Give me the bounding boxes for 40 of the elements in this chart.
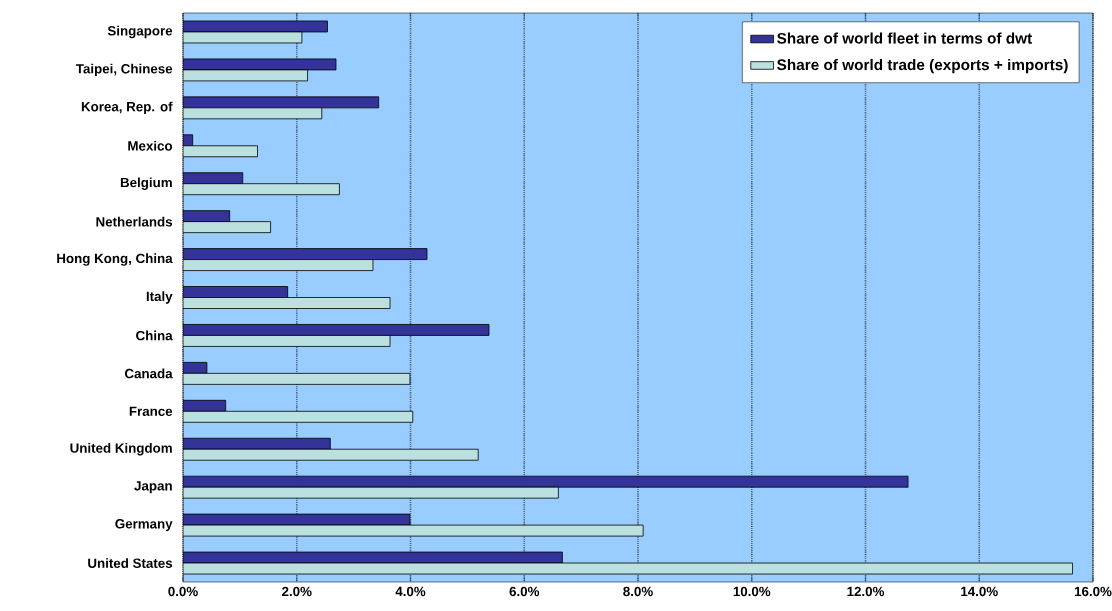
x-tick-label: 2.0% bbox=[282, 586, 312, 597]
y-tick-label: Singapore bbox=[107, 25, 173, 39]
bar bbox=[183, 259, 374, 271]
bar bbox=[183, 448, 479, 461]
bar bbox=[183, 248, 428, 260]
x-tick-label: 6.0% bbox=[509, 586, 540, 597]
x-tick-label: 12.0% bbox=[847, 586, 885, 597]
y-tick-label: Japan bbox=[134, 481, 172, 494]
bar bbox=[183, 324, 490, 336]
y-tick-label: China bbox=[136, 330, 173, 341]
y-tick-label: Mexico bbox=[128, 140, 173, 151]
bar bbox=[183, 475, 909, 488]
x-tick-label: 10.0% bbox=[733, 586, 771, 597]
x-tick-label: 0.0% bbox=[168, 586, 198, 597]
bar bbox=[183, 297, 391, 309]
y-tick-label: Korea, Rep. of bbox=[81, 101, 173, 115]
bar bbox=[183, 410, 414, 423]
y-tick-label: Taipei, Chinese bbox=[75, 63, 173, 77]
y-tick-label: United Kingdom bbox=[70, 443, 172, 456]
legend-label: Share of world trade (exports + imports) bbox=[777, 58, 1068, 74]
bar bbox=[183, 437, 331, 450]
x-tick-label: 16.0% bbox=[1074, 586, 1112, 597]
y-tick-label: Canada bbox=[124, 368, 173, 379]
bar bbox=[183, 107, 323, 120]
bar bbox=[183, 486, 559, 499]
bar bbox=[183, 96, 380, 109]
y-tick-label: Italy bbox=[146, 291, 173, 304]
y-tick-label: Netherlands bbox=[96, 216, 173, 227]
bar bbox=[183, 372, 411, 385]
legend-label: Share of world fleet in terms of dwt bbox=[777, 32, 1032, 44]
x-tick-label: 4.0% bbox=[395, 586, 426, 597]
bar bbox=[183, 335, 391, 347]
y-tick-label: Belgium bbox=[120, 177, 172, 190]
y-tick-label: France bbox=[129, 406, 173, 416]
x-tick-label: 8.0% bbox=[623, 586, 653, 597]
x-tick-label: 14.0% bbox=[961, 586, 998, 597]
y-tick-label: Hong Kong, China bbox=[57, 253, 173, 266]
y-tick-label: Germany bbox=[115, 519, 173, 532]
bar bbox=[183, 183, 340, 196]
y-tick-label: United States bbox=[88, 558, 173, 568]
